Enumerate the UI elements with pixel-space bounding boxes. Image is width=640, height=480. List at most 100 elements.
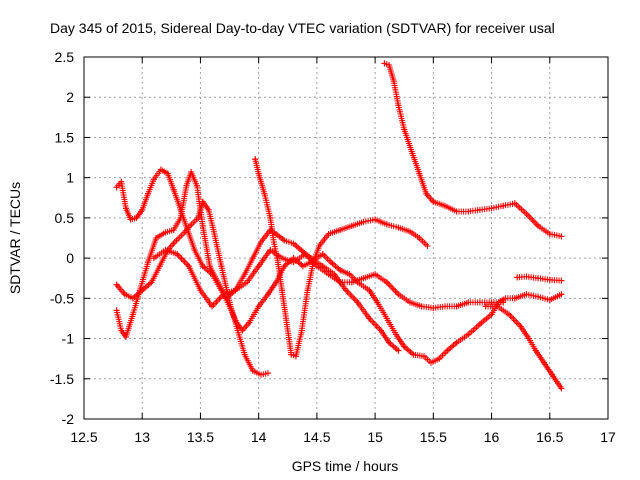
data-point bbox=[278, 255, 285, 262]
x-tick-label: 15 bbox=[367, 429, 383, 445]
data-point bbox=[343, 287, 349, 294]
data-point bbox=[360, 218, 367, 225]
data-point bbox=[366, 315, 373, 322]
data-point bbox=[386, 339, 393, 346]
data-point bbox=[316, 243, 323, 250]
series-track-4 bbox=[252, 156, 431, 360]
data-point bbox=[346, 271, 353, 278]
data-point bbox=[313, 263, 320, 270]
data-point bbox=[255, 303, 262, 310]
series-track-8 bbox=[482, 303, 565, 392]
data-point bbox=[246, 319, 253, 326]
data-point bbox=[453, 339, 460, 346]
data-point bbox=[540, 359, 547, 366]
data-point bbox=[193, 182, 200, 189]
data-point bbox=[164, 170, 171, 177]
data-point bbox=[278, 287, 285, 294]
data-point bbox=[118, 327, 125, 334]
data-point bbox=[421, 353, 428, 360]
data-point bbox=[270, 239, 277, 246]
data-point bbox=[535, 222, 542, 229]
y-tick-label: -1 bbox=[62, 331, 75, 347]
data-point bbox=[416, 235, 423, 241]
data-point bbox=[150, 176, 157, 183]
y-tick-label: 0.5 bbox=[55, 210, 75, 226]
data-point bbox=[325, 230, 332, 237]
data-point bbox=[299, 263, 306, 270]
data-point bbox=[500, 202, 507, 209]
data-point bbox=[156, 263, 163, 270]
data-point bbox=[514, 274, 521, 281]
data-point bbox=[197, 287, 204, 294]
x-tick-label: 13 bbox=[134, 429, 150, 445]
data-point bbox=[288, 351, 295, 358]
data-point bbox=[436, 355, 443, 362]
data-point bbox=[395, 224, 402, 231]
data-point bbox=[195, 214, 202, 221]
data-point bbox=[453, 208, 460, 215]
y-tick-label: -2 bbox=[62, 411, 75, 427]
data-point bbox=[148, 279, 155, 286]
data-point bbox=[199, 263, 206, 270]
data-point bbox=[129, 311, 136, 318]
y-tick-label: -0.5 bbox=[50, 290, 74, 306]
data-point bbox=[476, 299, 483, 306]
data-point bbox=[183, 182, 190, 189]
data-point bbox=[283, 319, 290, 326]
data-point bbox=[292, 353, 299, 360]
data-point bbox=[185, 263, 192, 270]
data-point bbox=[218, 263, 225, 270]
data-point bbox=[383, 221, 390, 228]
data-point bbox=[290, 259, 297, 266]
data-point bbox=[226, 299, 233, 306]
y-tick-label: 1 bbox=[66, 170, 74, 186]
data-point bbox=[234, 327, 241, 334]
data-point bbox=[558, 291, 565, 298]
data-point bbox=[401, 343, 408, 350]
data-point bbox=[453, 303, 460, 310]
data-point bbox=[517, 323, 524, 330]
data-point bbox=[145, 259, 152, 266]
data-point bbox=[150, 255, 157, 262]
data-point bbox=[465, 208, 472, 215]
data-point bbox=[267, 214, 274, 221]
data-point bbox=[407, 228, 414, 235]
data-point bbox=[162, 247, 169, 254]
x-tick-label: 12.5 bbox=[70, 429, 97, 445]
data-point bbox=[273, 279, 280, 286]
data-point bbox=[133, 214, 140, 221]
data-point bbox=[465, 331, 472, 338]
data-point bbox=[430, 198, 437, 205]
data-point bbox=[366, 287, 373, 294]
data-point bbox=[273, 230, 280, 237]
data-point bbox=[348, 222, 355, 229]
data-point bbox=[476, 206, 483, 213]
series-markers bbox=[381, 60, 565, 240]
data-point bbox=[360, 275, 367, 282]
data-point bbox=[532, 347, 539, 354]
x-tick-label: 16 bbox=[484, 429, 500, 445]
data-point bbox=[549, 371, 556, 378]
data-point bbox=[337, 226, 344, 233]
data-point bbox=[209, 303, 216, 310]
data-point bbox=[191, 247, 198, 254]
data-point bbox=[302, 251, 309, 258]
x-tick-label: 14.5 bbox=[303, 429, 330, 445]
axis-ticks: 12.5 13 13.5 14 14.5 15 15.5 16 16.5 17-2-1.5-1-0… bbox=[50, 49, 616, 445]
data-point bbox=[546, 230, 553, 237]
data-point bbox=[325, 271, 332, 278]
y-axis-label: SDTVAR / TECUs bbox=[7, 182, 23, 294]
data-point bbox=[395, 102, 402, 109]
data-point bbox=[386, 62, 393, 69]
data-point bbox=[127, 216, 134, 223]
data-point bbox=[174, 251, 181, 258]
series-track-3 bbox=[113, 169, 402, 354]
data-point bbox=[244, 279, 251, 286]
data-point bbox=[511, 295, 518, 302]
data-point bbox=[500, 299, 507, 306]
data-point bbox=[255, 263, 262, 270]
data-point bbox=[465, 299, 472, 306]
data-point bbox=[423, 190, 430, 197]
data-point bbox=[113, 307, 120, 314]
x-tick-label: 13.5 bbox=[187, 429, 214, 445]
